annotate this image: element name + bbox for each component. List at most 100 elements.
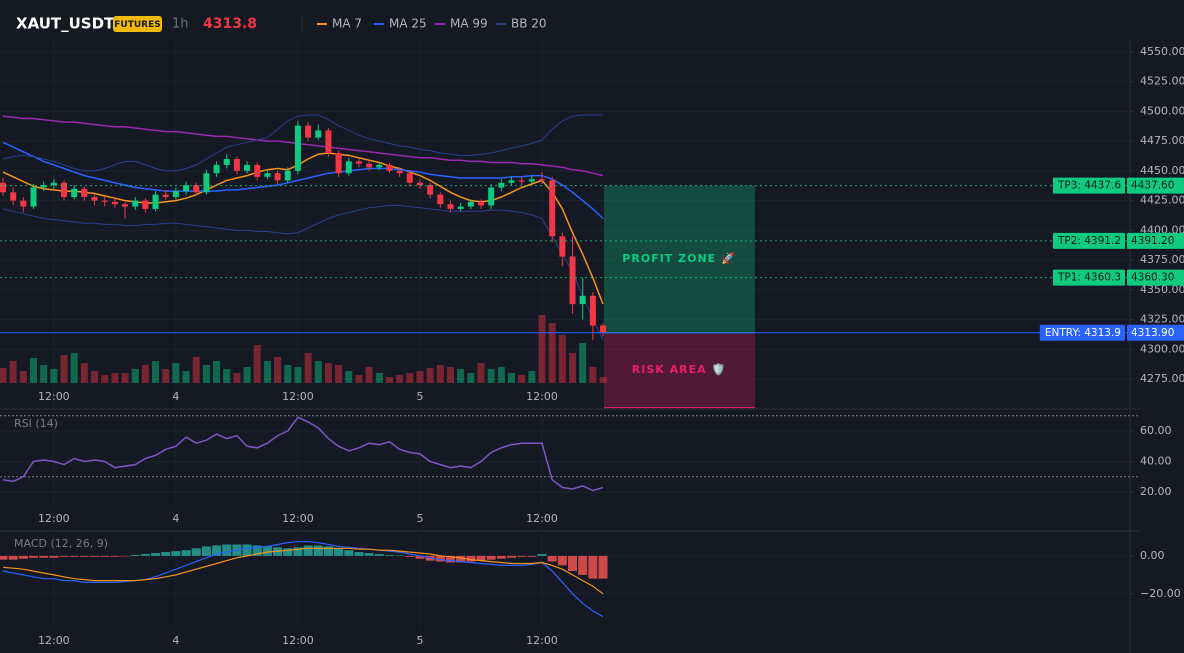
candle-body bbox=[569, 256, 576, 305]
candle-body bbox=[71, 188, 78, 198]
candle-body bbox=[427, 185, 434, 195]
candle-body bbox=[172, 191, 179, 198]
volume-bar bbox=[9, 361, 17, 383]
y-tick-label: 0.00 bbox=[1140, 549, 1165, 562]
legend-label: MA 7 bbox=[332, 17, 362, 31]
candle-body bbox=[305, 125, 312, 138]
macd-histogram-bar bbox=[395, 555, 405, 556]
volume-bar bbox=[263, 361, 271, 383]
volume-bar bbox=[426, 368, 434, 383]
candle-body bbox=[600, 325, 607, 333]
macd-histogram-bar bbox=[537, 553, 547, 556]
candle-body bbox=[335, 153, 342, 174]
y-tick-label: 20.00 bbox=[1140, 485, 1172, 498]
volume-bar bbox=[131, 369, 139, 383]
level-label: TP1: 4360.3 bbox=[1057, 272, 1121, 284]
last-price: 4313.8 bbox=[203, 16, 257, 32]
badge: FUTURES bbox=[114, 20, 160, 30]
candle-body bbox=[366, 163, 373, 168]
candle-body bbox=[325, 130, 332, 154]
volume-bar bbox=[253, 345, 261, 383]
candle-body bbox=[345, 161, 352, 174]
signal-line bbox=[2, 547, 604, 595]
candle-body bbox=[152, 194, 159, 209]
volume-bar bbox=[396, 375, 404, 383]
macd-histogram-bar bbox=[415, 555, 425, 559]
macd-line bbox=[2, 541, 604, 618]
candle-body bbox=[315, 130, 322, 138]
volume-bar bbox=[80, 363, 88, 383]
volume-bar bbox=[558, 335, 566, 383]
level-axis-bg bbox=[1127, 269, 1184, 286]
candle-body bbox=[122, 204, 129, 207]
candle-body bbox=[437, 194, 444, 205]
candle-body bbox=[233, 158, 240, 171]
x-tick-label: 5 bbox=[416, 634, 423, 647]
volume-bar bbox=[0, 368, 7, 383]
candle-body bbox=[406, 173, 413, 183]
macd-histogram-bar bbox=[557, 555, 567, 566]
macd-histogram-bar bbox=[384, 554, 394, 556]
macd-histogram-bar bbox=[90, 555, 100, 557]
candle-body bbox=[447, 204, 454, 209]
macd-histogram-bar bbox=[476, 555, 486, 561]
macd-histogram-bar bbox=[456, 555, 466, 563]
macd-histogram-bar bbox=[323, 546, 333, 556]
y-tick-label: 4375.00 bbox=[1140, 253, 1184, 266]
volume-bar bbox=[40, 365, 48, 383]
candle-body bbox=[203, 173, 210, 193]
volume-bar bbox=[487, 369, 495, 383]
volume-bar bbox=[569, 353, 577, 383]
volume-bar bbox=[172, 363, 180, 383]
zone-label: RISK AREA 🛡️ bbox=[632, 363, 726, 376]
volume-bar bbox=[60, 355, 68, 383]
macd-histogram-bar bbox=[120, 555, 130, 557]
candle-body bbox=[549, 180, 556, 237]
candle-body bbox=[30, 187, 37, 207]
moving-average bbox=[2, 141, 604, 220]
level-axis-label: 4391.20 bbox=[1131, 235, 1174, 247]
interval[interactable]: 1h bbox=[172, 17, 189, 32]
candle-body bbox=[518, 180, 525, 182]
macd-histogram-bar bbox=[313, 545, 323, 556]
candle-body bbox=[254, 164, 261, 177]
volume-bar bbox=[314, 361, 322, 383]
candle-body bbox=[0, 182, 6, 193]
y-tick-label: 4325.00 bbox=[1140, 313, 1184, 326]
candle-body bbox=[396, 170, 403, 174]
volume-bar bbox=[274, 357, 282, 383]
macd-histogram-bar bbox=[303, 545, 313, 556]
level-label: TP3: 4437.6 bbox=[1057, 180, 1121, 192]
candle-body bbox=[50, 182, 57, 186]
macd-histogram-bar bbox=[191, 548, 201, 556]
y-tick-label: 4500.00 bbox=[1140, 104, 1184, 117]
macd-histogram-bar bbox=[344, 550, 354, 556]
y-tick-label: 4300.00 bbox=[1140, 342, 1184, 355]
volume-bar bbox=[589, 367, 597, 383]
macd-histogram-bar bbox=[435, 555, 445, 562]
volume-bar bbox=[406, 373, 414, 383]
x-tick-label: 12:00 bbox=[38, 512, 70, 525]
level-axis-label: 4313.90 bbox=[1131, 327, 1174, 339]
macd-histogram-bar bbox=[151, 553, 161, 556]
candle-body bbox=[91, 197, 98, 201]
candle-body bbox=[477, 201, 484, 206]
y-tick-label: 4275.00 bbox=[1140, 372, 1184, 385]
volume-bar bbox=[162, 369, 170, 383]
candle-body bbox=[10, 192, 17, 201]
macd-histogram-bar bbox=[8, 555, 18, 560]
macd-histogram-bar bbox=[405, 555, 415, 557]
candle-body bbox=[508, 180, 515, 183]
x-tick-label: 4 bbox=[172, 634, 179, 647]
candle-body bbox=[386, 164, 393, 171]
macd-histogram-bar bbox=[507, 555, 516, 558]
macd-histogram-bar bbox=[486, 555, 496, 560]
candle-body bbox=[61, 182, 68, 198]
x-tick-label: 12:00 bbox=[526, 634, 558, 647]
candle-body bbox=[132, 200, 139, 207]
volume-bar bbox=[324, 363, 332, 383]
level-label: ENTRY: 4313.9 bbox=[1045, 327, 1121, 339]
candle-body bbox=[589, 295, 596, 326]
y-tick-label: 4450.00 bbox=[1140, 164, 1184, 177]
